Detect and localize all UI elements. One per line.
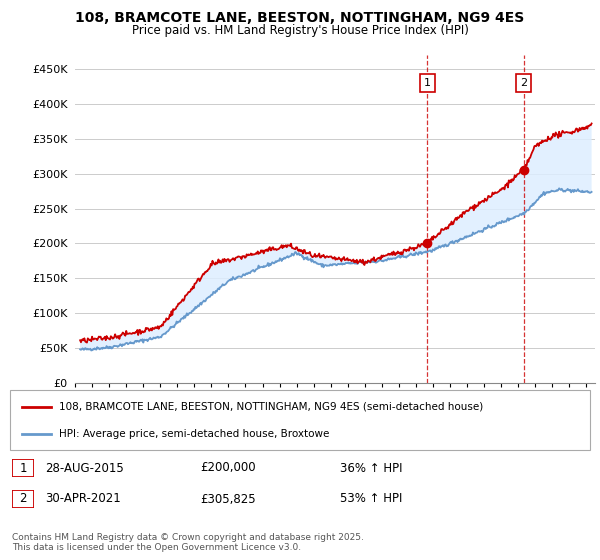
Text: 53% ↑ HPI: 53% ↑ HPI <box>340 492 403 506</box>
FancyBboxPatch shape <box>12 490 34 508</box>
FancyBboxPatch shape <box>12 459 34 477</box>
Text: HPI: Average price, semi-detached house, Broxtowe: HPI: Average price, semi-detached house,… <box>59 429 329 439</box>
Text: £200,000: £200,000 <box>200 461 256 474</box>
Text: Contains HM Land Registry data © Crown copyright and database right 2025.
This d: Contains HM Land Registry data © Crown c… <box>12 533 364 552</box>
Text: 36% ↑ HPI: 36% ↑ HPI <box>340 461 403 474</box>
FancyBboxPatch shape <box>10 390 590 450</box>
Text: 108, BRAMCOTE LANE, BEESTON, NOTTINGHAM, NG9 4ES: 108, BRAMCOTE LANE, BEESTON, NOTTINGHAM,… <box>76 11 524 25</box>
Text: 2: 2 <box>520 78 527 88</box>
Text: 2: 2 <box>19 492 27 506</box>
Text: 1: 1 <box>424 78 431 88</box>
Text: 28-AUG-2015: 28-AUG-2015 <box>45 461 124 474</box>
Text: £305,825: £305,825 <box>200 492 256 506</box>
Text: 108, BRAMCOTE LANE, BEESTON, NOTTINGHAM, NG9 4ES (semi-detached house): 108, BRAMCOTE LANE, BEESTON, NOTTINGHAM,… <box>59 402 484 412</box>
Text: 1: 1 <box>19 461 27 474</box>
Text: Price paid vs. HM Land Registry's House Price Index (HPI): Price paid vs. HM Land Registry's House … <box>131 24 469 36</box>
Text: 30-APR-2021: 30-APR-2021 <box>45 492 121 506</box>
